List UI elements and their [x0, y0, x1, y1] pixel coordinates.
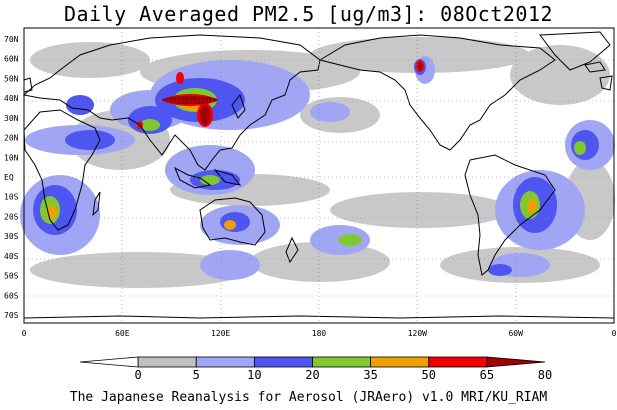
lat-label: 50N	[4, 74, 19, 83]
colorbar-label: 65	[480, 368, 494, 382]
footer-credit: The Japanese Reanalysis for Aerosol (JRA…	[69, 390, 548, 405]
coastlines	[22, 31, 615, 319]
colorbar-label: 80	[538, 368, 552, 382]
lat-label: 40N	[4, 94, 19, 103]
lon-label: 0	[612, 329, 617, 338]
longitude-labels: 0 60E 120E 180 120W 60W 0	[22, 329, 617, 338]
lon-label: 0	[22, 329, 27, 338]
colorbar-swatch	[253, 356, 313, 368]
colorbar-label: 50	[422, 368, 436, 382]
colorbar-label: 0	[135, 368, 142, 382]
concentration-fields	[20, 37, 615, 288]
lat-label: 40S	[4, 252, 19, 261]
colorbar-swatch	[79, 356, 139, 368]
lon-label: 180	[312, 329, 327, 338]
colorbar-swatch	[195, 356, 255, 368]
colorbar-label: 5	[193, 368, 200, 382]
lat-label: 20N	[4, 134, 19, 143]
lat-label: 70N	[4, 35, 19, 44]
lon-label: 120W	[408, 329, 427, 338]
lat-label: 70S	[4, 311, 19, 320]
lat-label: 20S	[4, 212, 19, 221]
latitude-labels: 70N 60N 50N 40N 30N 20N 10N EQ 10S 20S 30S 40S 50S 60…	[4, 35, 19, 320]
lat-label: EQ	[4, 173, 14, 182]
colorbar-swatch	[486, 356, 546, 368]
colorbar-label: 10	[247, 368, 261, 382]
lat-label: 30S	[4, 232, 19, 241]
lat-label: 10S	[4, 193, 19, 202]
lat-label: 50S	[4, 272, 19, 281]
lon-label: 120E	[211, 329, 230, 338]
colorbar: 0 5 10 20 35 50 65 80	[79, 356, 552, 382]
colorbar-swatch	[428, 356, 488, 368]
colorbar-swatch	[137, 356, 197, 368]
lat-label: 10N	[4, 153, 19, 162]
map-frame	[23, 27, 615, 324]
colorbar-swatch	[370, 356, 430, 368]
map-title: Daily Averaged PM2.5 [ug/m3]: 08Oct2012	[63, 2, 554, 26]
lat-label: 30N	[4, 114, 19, 123]
lat-label: 60N	[4, 55, 19, 64]
lat-label: 60S	[4, 291, 19, 300]
lon-label: 60E	[115, 329, 130, 338]
lon-label: 60W	[508, 329, 523, 338]
colorbar-swatch	[312, 356, 372, 368]
colorbar-label: 20	[305, 368, 319, 382]
colorbar-label: 35	[363, 368, 377, 382]
